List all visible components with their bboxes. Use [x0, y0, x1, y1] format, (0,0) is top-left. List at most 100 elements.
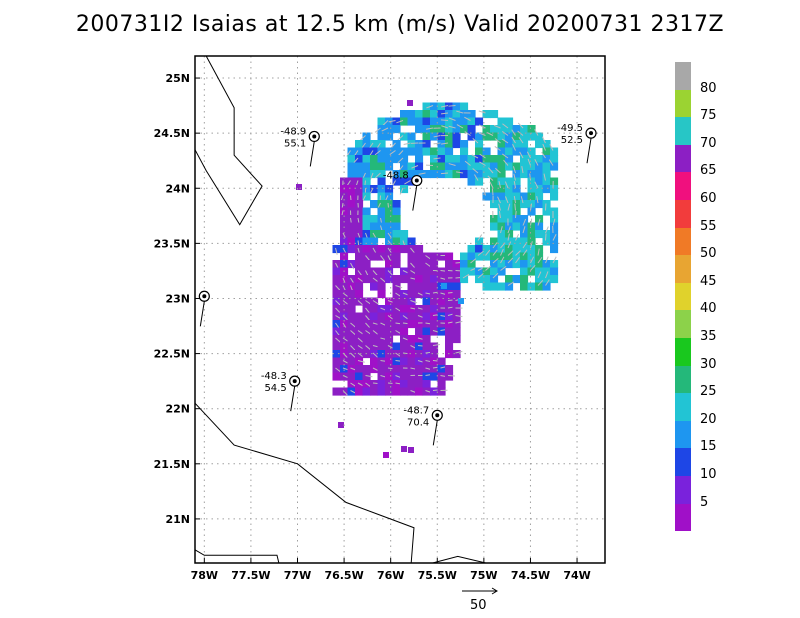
wind-vector	[432, 343, 440, 346]
speed-cell	[505, 185, 514, 194]
speed-cell	[520, 222, 529, 231]
colorbar-label: 15	[700, 439, 717, 455]
speed-cell	[385, 125, 394, 134]
speed-cell	[400, 117, 409, 126]
speed-cell	[355, 387, 364, 396]
speed-cell	[338, 422, 344, 428]
speed-cell	[385, 320, 394, 329]
wind-vector	[455, 320, 463, 324]
speed-cell	[505, 117, 514, 126]
speed-cell	[445, 125, 454, 134]
speed-cell	[437, 297, 446, 306]
wind-vector	[492, 249, 498, 256]
speed-cell	[415, 312, 424, 321]
speed-cell	[347, 185, 356, 194]
speed-cell	[377, 177, 386, 186]
wind-vector	[397, 135, 404, 141]
speed-cell	[437, 132, 446, 141]
speed-cell	[400, 177, 409, 186]
speed-cell	[452, 102, 461, 111]
wind-vector	[492, 242, 498, 249]
station-marker: -48.770.4	[403, 405, 443, 446]
speed-cell	[497, 230, 506, 239]
speed-cell	[512, 140, 521, 149]
wind-vector	[522, 249, 528, 256]
speed-cell	[385, 365, 394, 374]
colorbar-label: 55	[700, 218, 717, 234]
speed-cell	[497, 215, 506, 224]
speed-cell	[400, 237, 409, 246]
station-value-top: -48.8	[383, 171, 409, 182]
wind-vector	[335, 307, 341, 314]
speed-cell	[377, 305, 386, 314]
speed-cell	[542, 155, 551, 164]
speed-cell	[490, 200, 499, 209]
speed-cell	[377, 312, 386, 321]
dropsonde-stations: -48.955.1 -48.8 -49.552.5 -48.354.5 -48.770.…	[198, 123, 597, 446]
wind-vector	[489, 181, 494, 189]
speed-cell	[392, 237, 401, 246]
speed-cell	[512, 177, 521, 186]
wind-vector	[507, 257, 514, 264]
speed-cell	[392, 320, 401, 329]
speed-cell	[370, 147, 379, 156]
wind-vector	[521, 166, 524, 174]
wind-vector	[494, 167, 501, 174]
speed-cell	[385, 305, 394, 314]
speed-cell	[467, 125, 476, 134]
speed-cell	[422, 365, 431, 374]
speed-cell	[377, 245, 386, 254]
speed-cell	[385, 215, 394, 224]
speed-cell	[332, 290, 341, 299]
speed-cell	[437, 380, 446, 389]
speed-cell	[347, 200, 356, 209]
wind-vector	[350, 330, 357, 336]
wind-vector	[388, 120, 396, 123]
wind-vector	[552, 234, 557, 241]
speed-cell	[542, 200, 551, 209]
wind-vector	[360, 135, 366, 141]
speed-cell	[512, 132, 521, 141]
wind-vector	[478, 132, 486, 136]
wind-vector	[522, 218, 527, 226]
station-value-bottom: 52.5	[561, 135, 583, 146]
wind-vector	[498, 211, 501, 219]
speed-cell	[392, 245, 401, 254]
speed-cell	[392, 155, 401, 164]
wind-vector	[470, 258, 477, 264]
speed-cell	[467, 252, 476, 261]
speed-cell	[415, 357, 424, 366]
speed-cell	[535, 282, 544, 291]
coastline	[432, 555, 486, 564]
speed-cell	[542, 260, 551, 269]
speed-cell	[355, 185, 364, 194]
speed-cell	[512, 215, 521, 224]
wind-vector	[464, 131, 471, 136]
wind-vector	[357, 300, 364, 306]
speed-cell	[542, 140, 551, 149]
speed-cell	[347, 147, 356, 156]
speed-cell	[347, 335, 356, 344]
speed-cell	[355, 320, 364, 329]
speed-cell	[340, 282, 349, 291]
speed-cell	[400, 245, 409, 254]
speed-cell	[445, 275, 454, 284]
speed-cell	[520, 252, 529, 261]
speed-cell	[550, 222, 559, 231]
speed-cell	[392, 252, 401, 261]
speed-cell	[340, 207, 349, 216]
speed-cell	[355, 237, 364, 246]
speed-cell	[370, 170, 379, 179]
speed-cell	[415, 117, 424, 126]
y-tick-label: 21.5N	[154, 458, 190, 471]
speed-cell	[400, 327, 409, 336]
wind-vector	[441, 142, 449, 145]
speed-cell	[550, 155, 559, 164]
wind-vector	[350, 262, 355, 270]
colorbar-segment	[675, 503, 691, 532]
speed-cell	[475, 140, 484, 149]
speed-cell	[377, 200, 386, 209]
speed-cell	[520, 140, 529, 149]
speed-cell	[542, 267, 551, 276]
wind-vector	[399, 187, 404, 195]
